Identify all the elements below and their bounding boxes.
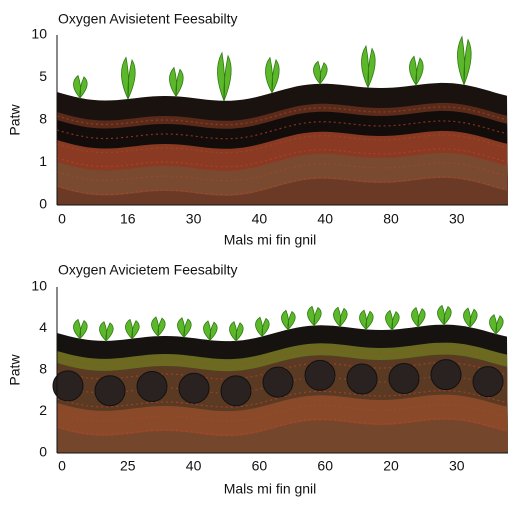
- x-tick-label: 30: [186, 211, 202, 227]
- plant: [151, 316, 166, 338]
- soil-stripe: [56, 389, 508, 408]
- y-tick-label: 2: [39, 402, 47, 418]
- plant: [313, 60, 328, 86]
- plant: [281, 309, 296, 331]
- plant: [73, 74, 88, 100]
- y-axis-label: Patw: [7, 354, 23, 386]
- plant: [463, 307, 478, 329]
- soil-clod: [220, 375, 252, 407]
- soil-clod: [472, 366, 504, 398]
- soil-clod: [388, 363, 420, 395]
- soil-clod: [430, 359, 462, 391]
- plant: [169, 66, 184, 98]
- soil-clod: [178, 372, 210, 404]
- soil-stripe: [56, 134, 508, 154]
- plant: [255, 316, 270, 338]
- y-tick-label: 8: [39, 111, 47, 127]
- plant: [489, 314, 504, 336]
- x-tick-label: 0: [58, 458, 66, 474]
- y-tick-label: 10: [31, 278, 47, 294]
- panel-title: Oxygen Avisietent Feesabilty: [58, 11, 238, 27]
- y-tick-label: 1: [39, 153, 47, 169]
- plant: [125, 318, 140, 340]
- plant: [361, 44, 376, 88]
- x-tick-label: 30: [449, 458, 465, 474]
- soil-stripe: [56, 347, 508, 366]
- plant: [99, 321, 114, 343]
- soil-clod: [94, 375, 126, 407]
- soil-panel: [52, 287, 508, 453]
- y-tick-label: 5: [39, 68, 47, 84]
- soil-stripe: [56, 403, 508, 422]
- x-tick-label: 60: [317, 458, 333, 474]
- soil-clod: [346, 363, 378, 395]
- x-tick-label: 25: [120, 458, 136, 474]
- soil-clod: [262, 366, 294, 398]
- plant: [409, 55, 424, 87]
- plant: [437, 304, 452, 326]
- plant: [411, 306, 426, 328]
- x-tick-label: 30: [449, 211, 465, 227]
- soil-stripe: [56, 361, 508, 380]
- y-tick-label: 10: [31, 26, 47, 42]
- soil-stripe: [56, 148, 508, 168]
- y-tick-label: 8: [39, 361, 47, 377]
- soil-clod: [136, 370, 168, 402]
- plant: [217, 51, 232, 101]
- plant: [265, 56, 280, 94]
- plant: [229, 321, 244, 343]
- soil-clod: [304, 359, 336, 391]
- plant: [73, 318, 88, 340]
- illustration: [52, 35, 508, 453]
- x-tick-label: 20: [383, 458, 399, 474]
- plant: [203, 320, 218, 342]
- x-axis-label: Mals mi fin gnil: [224, 481, 317, 497]
- soil-stripe: [56, 162, 508, 182]
- plant: [359, 309, 374, 331]
- soil-stripe: [56, 176, 508, 196]
- y-tick-label: 0: [39, 444, 47, 460]
- soil-layer: [57, 177, 508, 205]
- soil-stripe: [56, 375, 508, 394]
- y-axis-label: Patw: [7, 104, 23, 136]
- plant: [385, 309, 400, 331]
- y-tick-label: 0: [39, 196, 47, 212]
- x-tick-label: 40: [252, 211, 268, 227]
- soil-stripe: [56, 120, 508, 140]
- x-tick-label: 16: [120, 211, 136, 227]
- soil-stripe: [56, 417, 508, 436]
- x-tick-label: 80: [383, 211, 399, 227]
- panel-title: Oxygen Avicietem Feesabilty: [58, 262, 238, 278]
- plant: [121, 56, 136, 100]
- y-tick-label: 4: [39, 319, 47, 335]
- soil-panel: [56, 35, 508, 205]
- plant: [333, 306, 348, 328]
- plant: [177, 317, 192, 339]
- x-tick-label: 40: [186, 458, 202, 474]
- plant: [457, 35, 472, 85]
- x-tick-label: 60: [252, 458, 268, 474]
- plant: [307, 305, 322, 327]
- soil-clod: [52, 370, 84, 402]
- soil-layer: [57, 419, 508, 453]
- x-axis-label: Mals mi fin gnil: [224, 232, 317, 248]
- x-tick-label: 40: [317, 211, 333, 227]
- soil-stripe: [56, 106, 508, 126]
- x-tick-label: 0: [58, 211, 66, 227]
